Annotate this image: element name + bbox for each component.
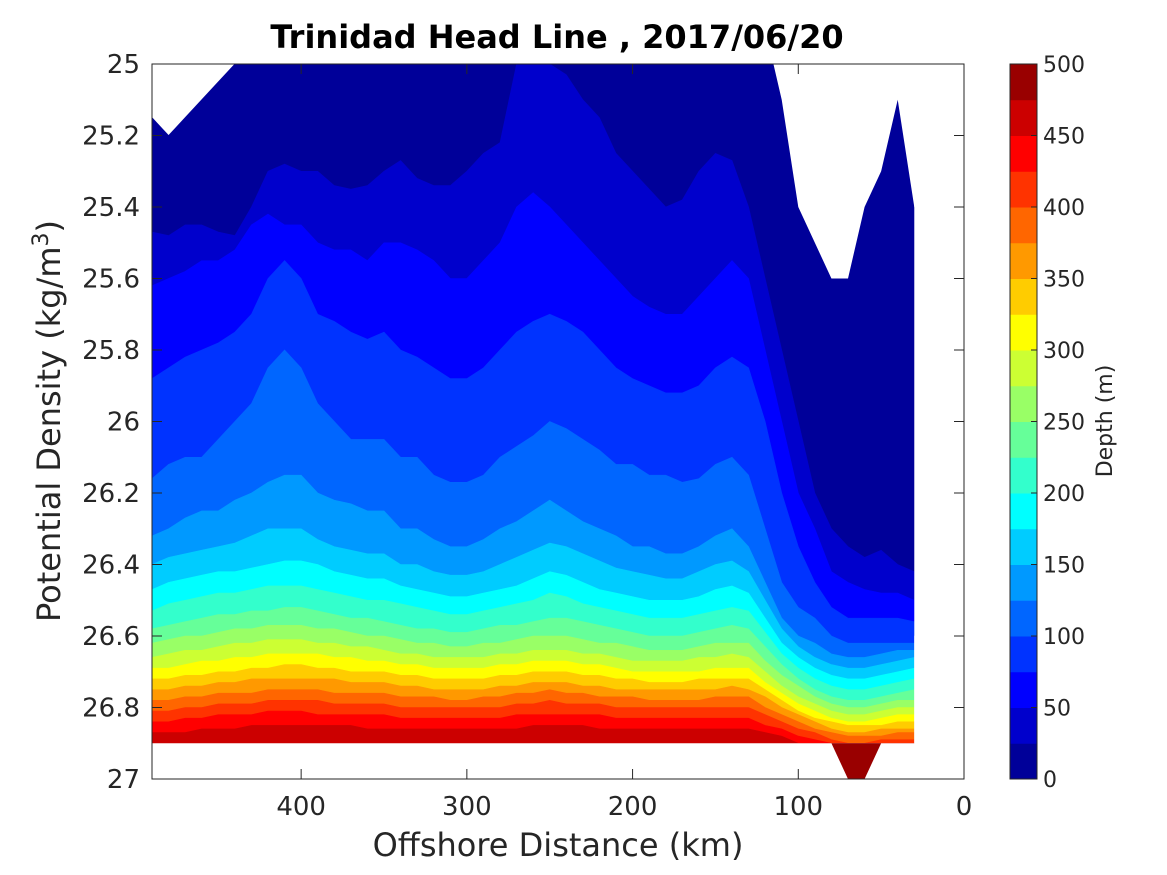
colorbar-tick-label: 300 [1043,339,1085,364]
colorbar-tick-label: 200 [1043,482,1085,507]
colorbar-swatch [1010,135,1037,172]
y-axis-label-superscript: 3 [29,233,54,247]
y-tick-label: 25 [107,50,140,80]
x-tick-label: 400 [276,792,326,822]
colorbar-tick-label: 100 [1043,625,1085,650]
contour-fills [152,64,932,779]
y-tick-label: 25.8 [82,336,140,366]
x-tick-label: 200 [608,792,658,822]
colorbar-swatch [1010,564,1037,601]
y-tick-label: 26.4 [82,551,140,581]
y-tick-label: 25.4 [82,193,140,223]
colorbar-swatch [1010,314,1037,351]
colorbar-swatch [1010,350,1037,387]
colorbar: 0 50 100 150 200 250 300 350 400 450 500 [1009,53,1085,793]
y-tick-label: 25.6 [82,265,140,295]
colorbar-tick-label: 350 [1043,268,1085,293]
colorbar-swatch [1010,385,1037,422]
colorbar-tick-label: 50 [1043,697,1071,722]
colorbar-swatch [1010,278,1037,315]
deep-tongue-top [831,743,882,779]
colorbar-swatch [1010,242,1037,279]
colorbar-swatch [1010,671,1037,708]
colorbar-swatch [1010,493,1037,530]
mask-near-shore [773,64,931,279]
colorbar-swatch [1010,743,1037,780]
colorbar-tick-label: 0 [1043,768,1057,793]
colorbar-tick-label: 400 [1043,196,1085,221]
y-tick-label: 26.2 [82,479,140,509]
x-tick-label: 0 [956,792,973,822]
colorbar-swatch [1010,421,1037,458]
colorbar-swatch [1010,600,1037,637]
mask-shelf-edge [914,600,964,744]
colorbar-swatch [1010,528,1037,565]
y-axis-label: Potential Density (kg/m3) [29,220,68,622]
plot-area [152,64,964,779]
no-data-regions [152,64,964,779]
y-axis: 25 25.2 25.4 25.6 25.8 26 26.2 26.4 26.6 26.8 27 [82,50,964,795]
y-tick-label: 26.6 [82,622,140,652]
colorbar-tick-label: 450 [1043,125,1085,150]
x-axis-label: Offshore Distance (km) [373,826,744,864]
y-tick-label: 26.8 [82,694,140,724]
colorbar-swatch [1010,636,1037,673]
colorbar-tick-label: 150 [1043,554,1085,579]
mask-below-data [152,743,964,779]
colorbar-swatch [1010,457,1037,494]
colorbar-swatch [1010,171,1037,208]
x-tick-label: 300 [442,792,492,822]
colorbar-tick-label: 500 [1043,53,1085,78]
chart-title: Trinidad Head Line , 2017/06/20 [270,18,843,56]
x-axis: 400 300 200 100 0 [276,64,972,822]
colorbar-swatch [1010,64,1037,101]
y-tick-label: 25.2 [82,122,140,152]
colorbar-swatch [1010,207,1037,244]
y-tick-label: 26 [107,408,140,438]
y-axis-label-close: ) [30,220,68,232]
colorbar-swatch [1010,99,1037,136]
x-tick-label: 100 [773,792,823,822]
y-tick-label: 27 [107,765,140,795]
colorbar-swatch [1010,707,1037,744]
colorbar-tick-label: 250 [1043,411,1085,436]
colorbar-label: Depth (m) [1093,365,1118,478]
